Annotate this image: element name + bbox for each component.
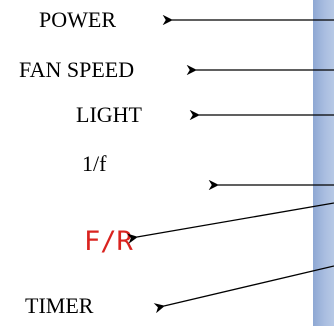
timer-arrow bbox=[153, 265, 334, 314]
fan-speed-label: FAN SPEED bbox=[19, 57, 135, 82]
one-over-f-label: 1/f bbox=[82, 151, 107, 176]
forward-reverse-label: F/R bbox=[84, 226, 133, 257]
power-label: POWER bbox=[39, 7, 116, 32]
remote-control-body bbox=[313, 0, 334, 326]
forward-reverse-arrow bbox=[126, 202, 334, 244]
timer-label: TIMER bbox=[25, 293, 94, 318]
light-label: LIGHT bbox=[76, 102, 142, 127]
